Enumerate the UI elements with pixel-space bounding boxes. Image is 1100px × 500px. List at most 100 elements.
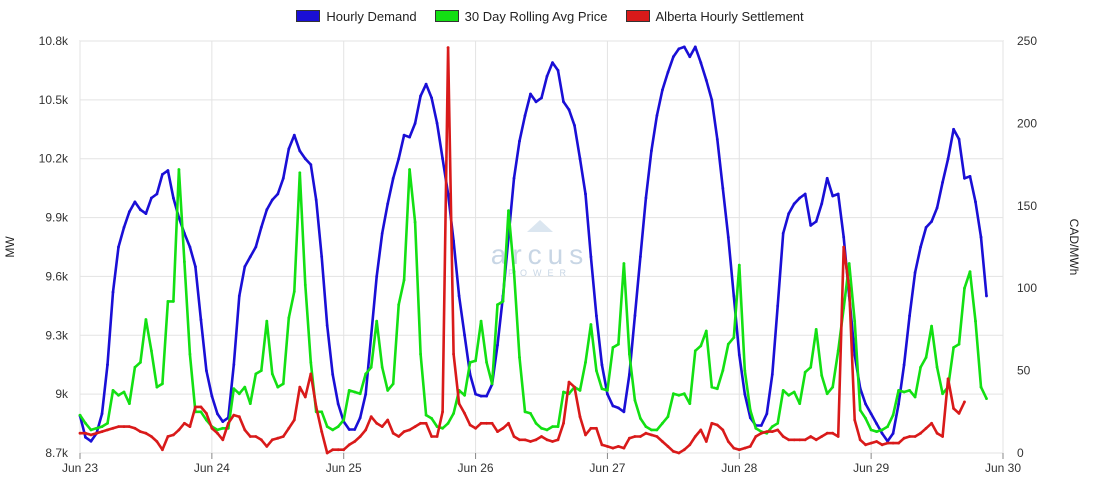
data-point-0 bbox=[715, 137, 719, 141]
data-point-1 bbox=[682, 392, 686, 396]
data-point-2 bbox=[523, 438, 527, 442]
data-point-0 bbox=[133, 200, 137, 204]
data-point-2 bbox=[100, 430, 104, 433]
data-point-2 bbox=[600, 443, 604, 447]
data-point-2 bbox=[902, 436, 906, 440]
data-point-1 bbox=[205, 418, 208, 422]
data-point-2 bbox=[342, 448, 346, 452]
data-point-1 bbox=[463, 393, 466, 397]
data-point-1 bbox=[897, 389, 900, 392]
data-point-1 bbox=[485, 361, 488, 364]
data-point-1 bbox=[122, 390, 126, 394]
data-point-2 bbox=[562, 421, 565, 425]
y-tick-label-right: 0 bbox=[1017, 446, 1024, 460]
data-point-2 bbox=[391, 431, 395, 435]
data-point-2 bbox=[748, 445, 752, 448]
data-point-0 bbox=[243, 265, 247, 268]
y-tick-label-left: 9.6k bbox=[45, 269, 69, 283]
x-tick-label: Jun 28 bbox=[721, 461, 757, 475]
data-point-1 bbox=[435, 425, 439, 428]
data-point-0 bbox=[726, 235, 730, 239]
data-point-1 bbox=[446, 421, 450, 425]
data-point-1 bbox=[408, 168, 411, 171]
data-point-0 bbox=[254, 245, 258, 249]
data-point-0 bbox=[292, 133, 296, 137]
data-point-0 bbox=[397, 157, 401, 161]
data-point-0 bbox=[770, 373, 774, 376]
data-point-2 bbox=[496, 430, 499, 433]
data-point-2 bbox=[199, 405, 203, 409]
legend-item-hourly-demand[interactable]: Hourly Demand bbox=[296, 6, 417, 26]
data-point-1 bbox=[221, 426, 225, 430]
data-point-2 bbox=[336, 448, 340, 452]
data-point-1 bbox=[919, 365, 922, 369]
data-point-2 bbox=[803, 438, 807, 442]
data-point-2 bbox=[237, 415, 241, 419]
data-point-2 bbox=[78, 431, 82, 435]
legend-swatch-hourly-demand bbox=[296, 10, 321, 22]
data-point-0 bbox=[424, 82, 428, 86]
data-point-1 bbox=[270, 372, 274, 376]
data-point-0 bbox=[842, 235, 846, 239]
data-point-0 bbox=[814, 220, 818, 223]
data-point-1 bbox=[693, 349, 697, 353]
data-point-0 bbox=[699, 61, 703, 64]
data-point-1 bbox=[89, 428, 93, 432]
data-point-1 bbox=[952, 346, 955, 349]
data-point-1 bbox=[287, 316, 291, 320]
data-point-0 bbox=[540, 96, 543, 100]
data-point-1 bbox=[100, 425, 104, 428]
data-point-1 bbox=[666, 415, 670, 419]
data-point-2 bbox=[117, 425, 120, 428]
y-tick-label-right: 150 bbox=[1017, 199, 1037, 213]
data-point-2 bbox=[858, 438, 862, 442]
data-point-2 bbox=[820, 435, 824, 438]
y-tick-label-left: 10.5k bbox=[39, 93, 69, 107]
data-point-0 bbox=[479, 394, 483, 398]
data-point-1 bbox=[677, 393, 681, 397]
data-point-1 bbox=[259, 369, 263, 372]
data-point-0 bbox=[512, 176, 516, 180]
data-point-1 bbox=[847, 262, 851, 265]
data-point-1 bbox=[798, 402, 802, 405]
data-point-1 bbox=[628, 352, 631, 356]
data-point-2 bbox=[765, 430, 769, 433]
data-point-0 bbox=[985, 294, 988, 298]
data-point-1 bbox=[452, 412, 455, 415]
data-point-0 bbox=[210, 394, 214, 398]
data-point-1 bbox=[743, 369, 747, 372]
data-point-1 bbox=[957, 342, 961, 346]
data-point-1 bbox=[715, 387, 719, 391]
data-point-0 bbox=[704, 78, 708, 82]
data-point-0 bbox=[891, 432, 895, 435]
data-point-1 bbox=[364, 372, 368, 376]
legend-item-alberta-settlement[interactable]: Alberta Hourly Settlement bbox=[625, 6, 804, 26]
data-point-2 bbox=[578, 415, 582, 419]
y-tick-label-left: 9.9k bbox=[45, 211, 69, 225]
data-point-1 bbox=[650, 428, 653, 432]
data-point-0 bbox=[270, 198, 274, 202]
data-point-2 bbox=[106, 428, 109, 432]
y-tick-label-left: 9k bbox=[55, 387, 69, 401]
legend-item-rolling-avg-price[interactable]: 30 Day Rolling Avg Price bbox=[434, 6, 608, 26]
data-point-0 bbox=[935, 206, 939, 210]
data-point-2 bbox=[364, 428, 368, 432]
y-axis-title-right: CAD/MWh bbox=[1067, 219, 1081, 276]
data-point-1 bbox=[776, 421, 780, 425]
data-point-2 bbox=[243, 428, 247, 432]
data-point-1 bbox=[913, 395, 917, 399]
data-point-1 bbox=[397, 303, 401, 307]
data-point-1 bbox=[474, 359, 477, 363]
data-point-2 bbox=[463, 412, 466, 415]
data-point-0 bbox=[644, 196, 648, 200]
data-point-0 bbox=[216, 412, 219, 416]
data-point-1 bbox=[589, 323, 593, 326]
data-point-0 bbox=[677, 47, 681, 51]
data-point-0 bbox=[106, 363, 109, 367]
data-point-1 bbox=[754, 426, 758, 430]
data-point-2 bbox=[331, 448, 335, 452]
data-point-1 bbox=[139, 361, 142, 364]
data-point-2 bbox=[869, 441, 873, 445]
data-point-1 bbox=[413, 220, 417, 224]
data-point-1 bbox=[825, 392, 829, 396]
